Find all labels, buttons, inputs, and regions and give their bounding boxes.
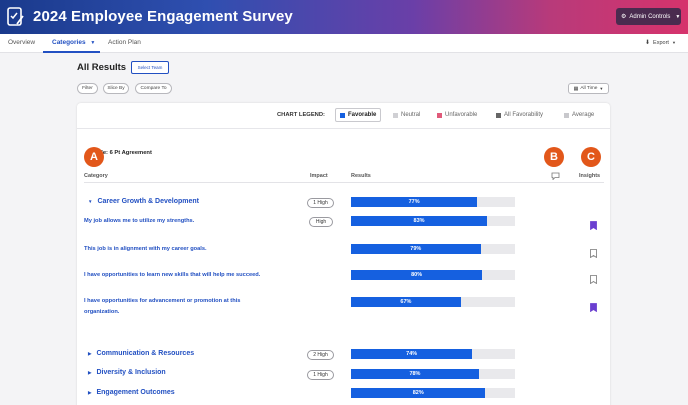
tab-categories-label: Categories bbox=[52, 39, 86, 46]
admin-controls-button[interactable]: ⚙ Admin Controls ▼ bbox=[616, 8, 681, 25]
annotation-badge-b: B bbox=[544, 147, 564, 167]
favorable-bar: 67% bbox=[351, 297, 461, 307]
bookmark-filled-icon[interactable] bbox=[590, 221, 597, 230]
result-bar: 83% bbox=[351, 216, 515, 226]
calendar-icon: ▦ bbox=[573, 85, 579, 92]
slice-by-button[interactable]: Slice By bbox=[103, 83, 129, 94]
column-impact: Impact bbox=[310, 173, 328, 179]
favorable-bar: 80% bbox=[351, 270, 483, 280]
favorable-bar: 77% bbox=[351, 197, 478, 207]
legend-favorable[interactable]: Favorable bbox=[335, 108, 382, 122]
time-range-select[interactable]: ▦ All Time ▼ bbox=[568, 83, 609, 94]
chevron-right-icon: ▶ bbox=[88, 369, 92, 375]
comment-icon[interactable] bbox=[551, 172, 560, 180]
active-tab-indicator bbox=[43, 51, 100, 53]
legend-average[interactable]: Average bbox=[564, 112, 594, 118]
filter-button[interactable]: Filter bbox=[77, 83, 98, 94]
export-button[interactable]: ⬇ Export ▼ bbox=[645, 39, 676, 47]
legend-swatch bbox=[564, 112, 569, 118]
favorable-bar: 78% bbox=[351, 369, 479, 379]
legend-all-favorability-label: All Favorability bbox=[504, 112, 544, 118]
legend-divider bbox=[77, 128, 610, 129]
select-team-button[interactable]: Select Team bbox=[131, 61, 169, 74]
favorable-bar: 82% bbox=[351, 388, 486, 398]
column-category: Category bbox=[84, 173, 108, 179]
legend-unfavorable[interactable]: Unfavorable bbox=[437, 112, 477, 118]
results-card bbox=[77, 103, 610, 405]
tab-categories[interactable]: Categories ▼ bbox=[52, 39, 95, 46]
chart-legend-label: CHART LEGEND: bbox=[277, 112, 325, 118]
legend-swatch bbox=[437, 112, 442, 118]
result-bar: 82% bbox=[351, 388, 515, 398]
annotation-badge-a: A bbox=[84, 147, 104, 167]
category-label: Diversity & Inclusion bbox=[96, 369, 166, 376]
question-row[interactable]: This job is in alignment with my career … bbox=[84, 246, 207, 252]
chevron-down-icon: ▼ bbox=[88, 199, 93, 204]
legend-swatch bbox=[340, 112, 345, 118]
category-label: Communication & Resources bbox=[96, 350, 195, 357]
time-range-label: All Time bbox=[580, 86, 598, 91]
result-bar: 78% bbox=[351, 369, 515, 379]
impact-badge: High bbox=[309, 217, 333, 227]
scale-label: ale: 6 Pt Agreement bbox=[98, 150, 152, 156]
bookmark-outline-icon[interactable] bbox=[590, 275, 597, 284]
tab-action-plan[interactable]: Action Plan bbox=[108, 39, 141, 46]
question-label-line1: I have opportunities for advancement or … bbox=[84, 298, 241, 304]
category-row-diversity[interactable]: ▶ Diversity & Inclusion bbox=[88, 369, 166, 376]
compare-to-button[interactable]: Compare To bbox=[135, 83, 172, 94]
category-label: Engagement Outcomes bbox=[96, 389, 175, 396]
impact-badge: 2 High bbox=[307, 350, 334, 360]
question-row[interactable]: I have opportunities to learn new skills… bbox=[84, 272, 261, 278]
category-row-engagement[interactable]: ▶ Engagement Outcomes bbox=[88, 389, 175, 396]
column-insights: Insights bbox=[579, 173, 601, 179]
header-divider bbox=[84, 182, 604, 183]
favorable-bar: 79% bbox=[351, 244, 481, 254]
chevron-right-icon: ▶ bbox=[88, 350, 92, 356]
bookmark-filled-icon[interactable] bbox=[590, 303, 597, 312]
chevron-right-icon: ▶ bbox=[88, 389, 92, 395]
gear-icon: ⚙ bbox=[621, 14, 627, 20]
question-row[interactable]: My job allows me to utilize my strengths… bbox=[84, 218, 195, 224]
chevron-down-icon: ▼ bbox=[675, 13, 681, 20]
favorable-bar: 74% bbox=[351, 349, 473, 359]
legend-favorable-label: Favorable bbox=[348, 112, 377, 118]
result-bar: 67% bbox=[351, 297, 515, 307]
download-icon: ⬇ bbox=[645, 40, 651, 46]
result-bar: 79% bbox=[351, 244, 515, 254]
question-label-line2: organization. bbox=[84, 309, 120, 315]
legend-unfavorable-label: Unfavorable bbox=[445, 112, 478, 118]
legend-all-favorability[interactable]: All Favorability bbox=[496, 112, 543, 118]
survey-title: 2024 Employee Engagement Survey bbox=[33, 8, 293, 25]
legend-swatch bbox=[393, 112, 398, 118]
result-bar: 74% bbox=[351, 349, 515, 359]
legend-neutral-label: Neutral bbox=[401, 112, 421, 118]
bookmark-outline-icon[interactable] bbox=[590, 249, 597, 258]
category-label: Career Growth & Development bbox=[97, 198, 199, 205]
impact-badge: 1 High bbox=[307, 370, 334, 380]
impact-badge: 1 High bbox=[307, 198, 334, 208]
app-header: 2024 Employee Engagement Survey ⚙ Admin … bbox=[0, 0, 688, 34]
question-row[interactable]: I have opportunities for advancement or … bbox=[84, 296, 240, 318]
tab-overview[interactable]: Overview bbox=[8, 39, 36, 46]
category-row-career-growth[interactable]: ▼ Career Growth & Development bbox=[88, 198, 199, 205]
export-label: Export bbox=[653, 39, 669, 46]
favorable-bar: 83% bbox=[351, 216, 488, 226]
result-bar: 80% bbox=[351, 270, 515, 280]
survey-logo-icon bbox=[7, 7, 24, 26]
nav-tabs: Overview Categories ▼ Action Plan ⬇ Expo… bbox=[0, 34, 688, 53]
category-row-communication[interactable]: ▶ Communication & Resources bbox=[88, 350, 194, 357]
legend-average-label: Average bbox=[572, 112, 595, 118]
result-bar: 77% bbox=[351, 197, 515, 207]
legend-swatch bbox=[496, 112, 501, 118]
admin-controls-label: Admin Controls bbox=[629, 13, 671, 20]
annotation-badge-c: C bbox=[581, 147, 601, 167]
chevron-down-icon: ▼ bbox=[599, 86, 604, 91]
chevron-down-icon: ▼ bbox=[90, 40, 96, 46]
legend-neutral[interactable]: Neutral bbox=[393, 112, 420, 118]
chevron-down-icon: ▼ bbox=[671, 40, 676, 45]
column-results: Results bbox=[351, 173, 371, 179]
page-title: All Results bbox=[77, 62, 127, 73]
